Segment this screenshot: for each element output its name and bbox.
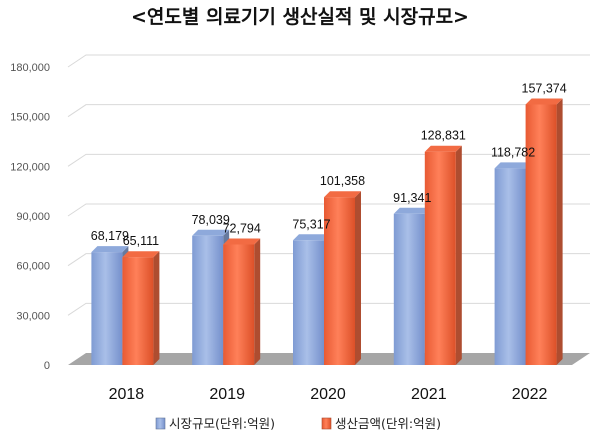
bar-side — [556, 98, 563, 365]
legend-label: 생산금액(단위:억원) — [335, 416, 441, 431]
grid-line — [67, 54, 590, 68]
bar-side — [455, 145, 462, 365]
bar-production-2019 — [223, 238, 261, 365]
x-tick-label: 2021 — [411, 386, 447, 403]
bar-front — [293, 240, 324, 365]
data-label: 101,358 — [320, 174, 365, 188]
y-tick-label: 30,000 — [16, 310, 50, 322]
grid-line — [67, 104, 590, 118]
bar-production-2020 — [324, 191, 361, 365]
bar-front — [122, 257, 154, 365]
bar-side — [355, 191, 361, 365]
bar-front — [393, 213, 425, 365]
grid-line — [67, 153, 590, 167]
data-label: 78,039 — [192, 213, 230, 227]
x-tick-label: 2020 — [310, 386, 346, 403]
bar-top — [494, 162, 532, 169]
data-label: 157,374 — [522, 81, 567, 95]
bar-top — [393, 207, 431, 214]
data-label: 128,831 — [421, 129, 466, 143]
y-tick-label: 150,000 — [10, 112, 50, 124]
bar-top — [525, 98, 563, 105]
bar-production-2021 — [424, 145, 462, 365]
bar-production-2022 — [525, 98, 563, 365]
bar-front — [324, 197, 355, 365]
y-tick-label: 60,000 — [16, 261, 50, 273]
bars — [91, 98, 563, 365]
grid-line — [67, 203, 590, 217]
bar-top — [91, 246, 129, 253]
data-label: 91,341 — [393, 191, 431, 205]
bar-production-2018 — [122, 251, 160, 365]
data-label: 118,782 — [491, 145, 535, 159]
x-tick-label: 2022 — [512, 386, 548, 403]
legend-label: 시장규모(단위:억원) — [169, 416, 275, 431]
x-tick-label: 2019 — [209, 386, 245, 403]
bar-top — [293, 234, 330, 241]
bar-front — [424, 151, 456, 365]
chart-title: <연도별 의료기기 생산실적 및 시장규모> — [131, 6, 469, 28]
bar-front — [91, 252, 123, 365]
legend-swatch — [155, 417, 166, 430]
bar-front — [525, 104, 557, 365]
data-label: 68,179 — [91, 229, 129, 243]
bar-top — [324, 191, 361, 198]
data-label: 75,317 — [292, 217, 330, 231]
y-tick-label: 120,000 — [10, 161, 50, 173]
bar-top — [192, 229, 230, 236]
y-tick-label: 90,000 — [16, 211, 50, 223]
bar-top — [424, 145, 462, 152]
axis-labels: 0 30,000 60,000 90,000 120,000 150,000 180,000… — [10, 62, 547, 403]
legend-swatch — [321, 417, 332, 430]
bar-top — [223, 238, 261, 245]
y-tick-label: 180,000 — [10, 62, 50, 74]
legend: 시장규모(단위:억원) 생산금액(단위:억원) — [155, 416, 441, 431]
bar-side — [254, 238, 261, 365]
data-label: 65,111 — [123, 234, 159, 248]
bar-side — [153, 251, 160, 365]
bar-front — [494, 168, 526, 365]
y-tick-label: 0 — [44, 360, 50, 372]
x-tick-label: 2018 — [109, 386, 145, 403]
bar-front — [223, 244, 255, 365]
bar-front — [192, 235, 224, 365]
bar-top — [122, 251, 160, 258]
data-label: 72,794 — [223, 221, 261, 235]
